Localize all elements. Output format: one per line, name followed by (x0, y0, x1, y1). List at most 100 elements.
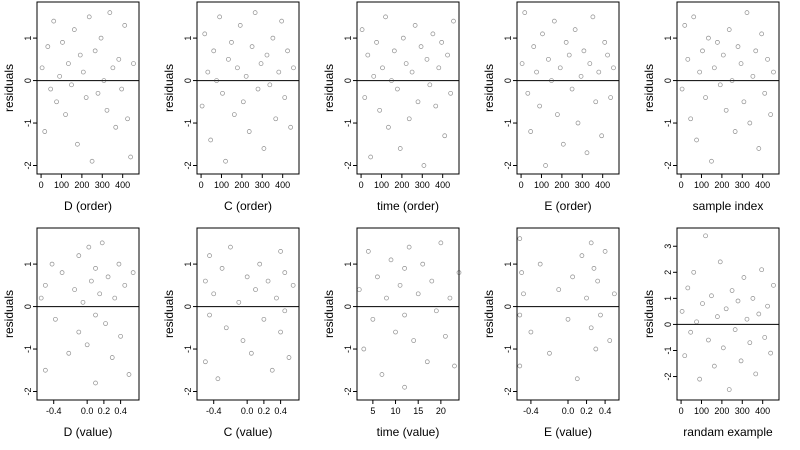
panel-10: 0 100 200 300 400 -2 -1 0 1 2 3 randam example resid… (642, 227, 780, 439)
x-tick-label: 400 (755, 406, 770, 416)
data-point (130, 270, 136, 275)
data-point (744, 316, 750, 322)
data-point (596, 69, 602, 75)
y-tick-label: -2 (183, 161, 193, 169)
data-point (756, 311, 762, 317)
data-point (753, 371, 759, 377)
x-tick-label: 300 (95, 180, 110, 190)
data-point (49, 261, 55, 267)
data-point (126, 372, 132, 377)
data-point (240, 338, 246, 343)
data-point (290, 282, 296, 288)
y-tick-label: 0 (343, 78, 353, 83)
x-axis-label: sample index (693, 199, 764, 213)
panel-1: 0 100 200 300 400 -2 -1 0 1 D (order) residuals (2, 1, 140, 213)
data-point (557, 65, 563, 71)
data-point (248, 350, 254, 356)
data-point (574, 376, 580, 382)
x-tick-label: 300 (255, 180, 270, 190)
data-point (706, 35, 711, 41)
x-tick-label: 10 (391, 406, 401, 416)
data-point (709, 293, 714, 299)
x-axis-label: time (order) (377, 199, 439, 213)
plot-frame (676, 1, 780, 175)
data-point (76, 253, 82, 258)
data-point (433, 103, 439, 109)
data-point (424, 56, 430, 62)
data-point (54, 99, 59, 105)
y-tick-label: -1 (663, 346, 673, 354)
data-point (729, 288, 735, 293)
data-point (217, 14, 222, 20)
data-point (203, 278, 208, 284)
data-point (691, 269, 697, 275)
data-point (572, 27, 578, 32)
x-tick-label: 100 (54, 180, 69, 190)
data-point (63, 112, 68, 117)
data-point (759, 267, 765, 273)
data-point (380, 65, 385, 71)
x-tick-label: 0.2 (258, 406, 271, 416)
data-point (744, 10, 750, 15)
data-point (391, 48, 397, 54)
y-tick-label: 1 (343, 36, 353, 41)
data-point (741, 99, 747, 105)
data-point (97, 291, 103, 297)
data-point (579, 253, 585, 258)
data-point (240, 99, 246, 105)
data-point (377, 107, 382, 113)
data-point (226, 56, 231, 62)
data-point (116, 261, 122, 267)
plot-frame (196, 227, 300, 401)
data-point (397, 146, 403, 151)
y-tick-label: -2 (23, 387, 33, 395)
data-point (439, 39, 445, 45)
data-point (563, 39, 569, 45)
data-point (537, 261, 543, 267)
data-point (211, 291, 217, 297)
data-point (57, 73, 62, 79)
data-point (700, 301, 705, 306)
data-point (534, 69, 539, 75)
data-point (362, 95, 368, 100)
data-point (267, 82, 273, 88)
data-point (726, 27, 732, 32)
data-point (84, 342, 90, 348)
data-point (402, 312, 407, 318)
data-point (732, 327, 738, 332)
data-point (556, 287, 562, 292)
y-axis-label: residuals (2, 64, 16, 112)
data-point (607, 338, 613, 343)
plot-frame (196, 1, 300, 175)
y-tick-label: -2 (663, 373, 673, 381)
data-point (220, 90, 225, 96)
y-tick-label: -2 (663, 161, 673, 169)
x-tick-label: -0.4 (206, 406, 222, 416)
data-point (215, 376, 221, 382)
x-tick-label: 0.0 (241, 406, 254, 416)
data-point (249, 44, 255, 49)
data-point (517, 236, 523, 241)
data-point (89, 158, 95, 164)
y-tick-label: 1 (663, 296, 673, 301)
data-point (93, 312, 98, 318)
y-tick-label: -2 (343, 161, 353, 169)
x-axis-label: C (order) (224, 199, 272, 213)
data-point (253, 287, 258, 292)
plot-frame (36, 227, 140, 401)
data-point (104, 107, 110, 113)
data-point (531, 44, 537, 49)
data-point (409, 69, 415, 75)
data-point (406, 244, 412, 250)
data-point (389, 78, 394, 83)
y-tick-label: 0 (663, 78, 673, 83)
data-point (723, 107, 729, 113)
data-point (521, 291, 526, 297)
data-point (429, 278, 435, 284)
x-axis-label: D (value) (64, 425, 113, 439)
data-point (584, 295, 589, 301)
data-point (694, 137, 699, 143)
x-tick-label: 0 (519, 180, 524, 190)
data-point (113, 124, 119, 130)
plot-frame (516, 227, 620, 401)
